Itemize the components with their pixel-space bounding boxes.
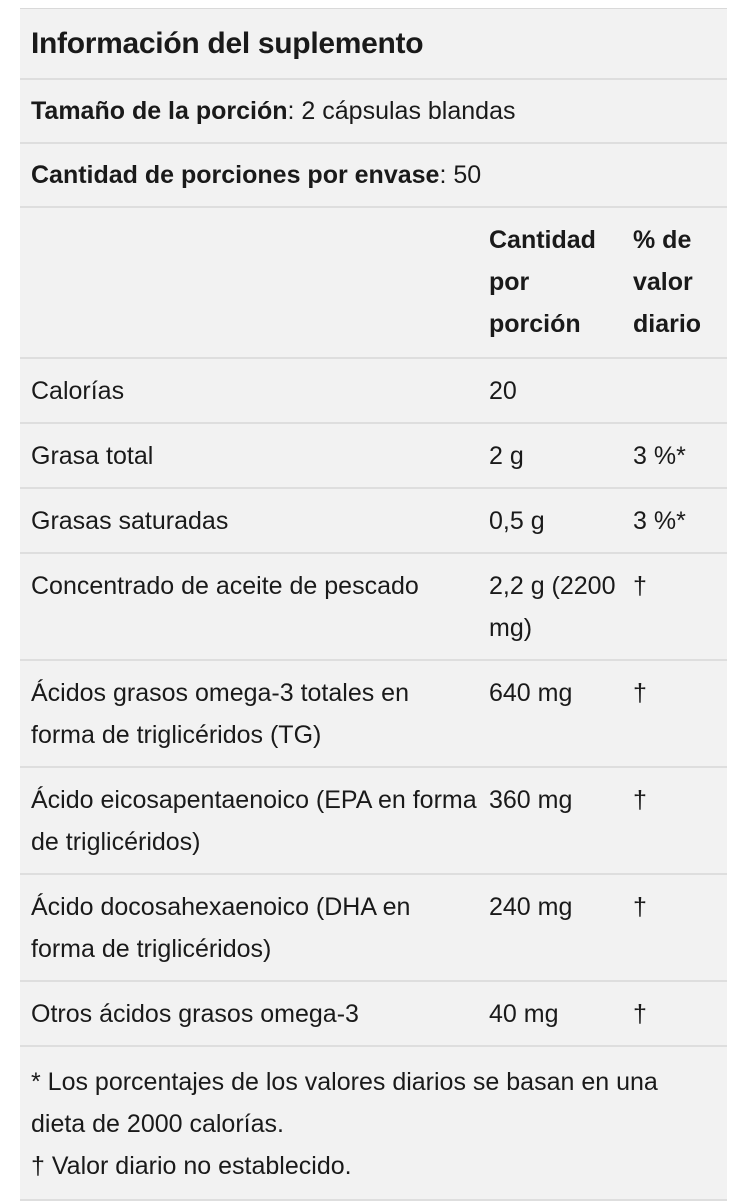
amount-column-header: Cantidad por porción (478, 208, 622, 357)
nutrient-daily-value (622, 359, 727, 422)
nutrient-daily-value: 3 %* (633, 507, 686, 535)
serving-size-value: 2 cápsulas blandas (294, 96, 516, 125)
table-row: Otros ácidos grasos omega-3 40 mg † (20, 982, 727, 1047)
table-row: Concentrado de aceite de pescado 2,2 g (… (20, 554, 727, 661)
supplement-facts-panel: Información del suplemento Tamaño de la … (20, 8, 727, 1201)
nutrient-name: Otros ácidos grasos omega-3 (31, 1000, 359, 1028)
nutrient-daily-value: † (633, 572, 647, 600)
nutrient-daily-value: † (633, 679, 647, 707)
amount-header-line: por (489, 268, 530, 296)
nutrient-name: Ácido docosahexaenoico (DHA en forma de … (31, 893, 411, 963)
footnotes: * Los porcentajes de los valores diarios… (20, 1047, 727, 1201)
serving-size-sep: : (287, 96, 295, 125)
nutrient-amount: 360 mg (489, 786, 573, 814)
serving-size-row: Tamaño de la porción: 2 cápsulas blandas (20, 80, 727, 144)
nutrient-column-header (20, 208, 478, 357)
servings-per-container-sep: : (439, 160, 447, 189)
title-row: Información del suplemento (20, 9, 727, 80)
servings-per-container-label: Cantidad de porciones por envase (31, 160, 440, 189)
nutrient-daily-value: † (633, 786, 647, 814)
nutrient-amount: 0,5 g (489, 507, 545, 535)
daily-value-column-header: % de valor diario (622, 208, 727, 357)
footnote-not-established: † Valor diario no establecido. (31, 1152, 352, 1180)
footnote-daily-value: * Los porcentajes de los valores diarios… (31, 1068, 658, 1138)
amount-header-line: Cantidad (489, 226, 596, 254)
column-header-row: Cantidad por porción % de valor diario (20, 208, 727, 359)
nutrient-daily-value: † (633, 893, 647, 921)
nutrient-amount: 2,2 g (2200 mg) (489, 572, 616, 642)
table-row: Calorías 20 (20, 359, 727, 424)
nutrient-name: Grasas saturadas (31, 507, 229, 535)
daily-value-header-line: diario (633, 310, 702, 338)
nutrient-name: Calorías (31, 377, 125, 405)
nutrient-amount: 2 g (489, 442, 524, 470)
servings-per-container-value: 50 (446, 160, 482, 189)
table-row: Grasa total 2 g 3 %* (20, 424, 727, 489)
nutrient-name: Grasa total (31, 442, 154, 470)
nutrient-daily-value: † (633, 1000, 647, 1028)
table-row: Ácido docosahexaenoico (DHA en forma de … (20, 875, 727, 982)
table-row: Grasas saturadas 0,5 g 3 %* (20, 489, 727, 554)
nutrient-name: Ácido eicosapentaenoico (EPA en forma de… (31, 786, 477, 856)
panel-title: Información del suplemento (31, 26, 424, 60)
daily-value-header-line: valor (633, 268, 693, 296)
table-row: Ácidos grasos omega-3 totales en forma d… (20, 661, 727, 768)
nutrient-daily-value: 3 %* (633, 442, 686, 470)
nutrient-amount: 20 (489, 377, 517, 405)
servings-per-container-row: Cantidad de porciones por envase: 50 (20, 144, 727, 208)
nutrient-name: Concentrado de aceite de pescado (31, 572, 419, 600)
table-row: Ácido eicosapentaenoico (EPA en forma de… (20, 768, 727, 875)
nutrient-amount: 240 mg (489, 893, 573, 921)
daily-value-header-line: % de (633, 226, 692, 254)
nutrient-name: Ácidos grasos omega-3 totales en forma d… (31, 679, 409, 749)
nutrient-amount: 40 mg (489, 1000, 559, 1028)
amount-header-line: porción (489, 310, 581, 338)
serving-size-label: Tamaño de la porción (31, 96, 288, 125)
nutrient-amount: 640 mg (489, 679, 573, 707)
